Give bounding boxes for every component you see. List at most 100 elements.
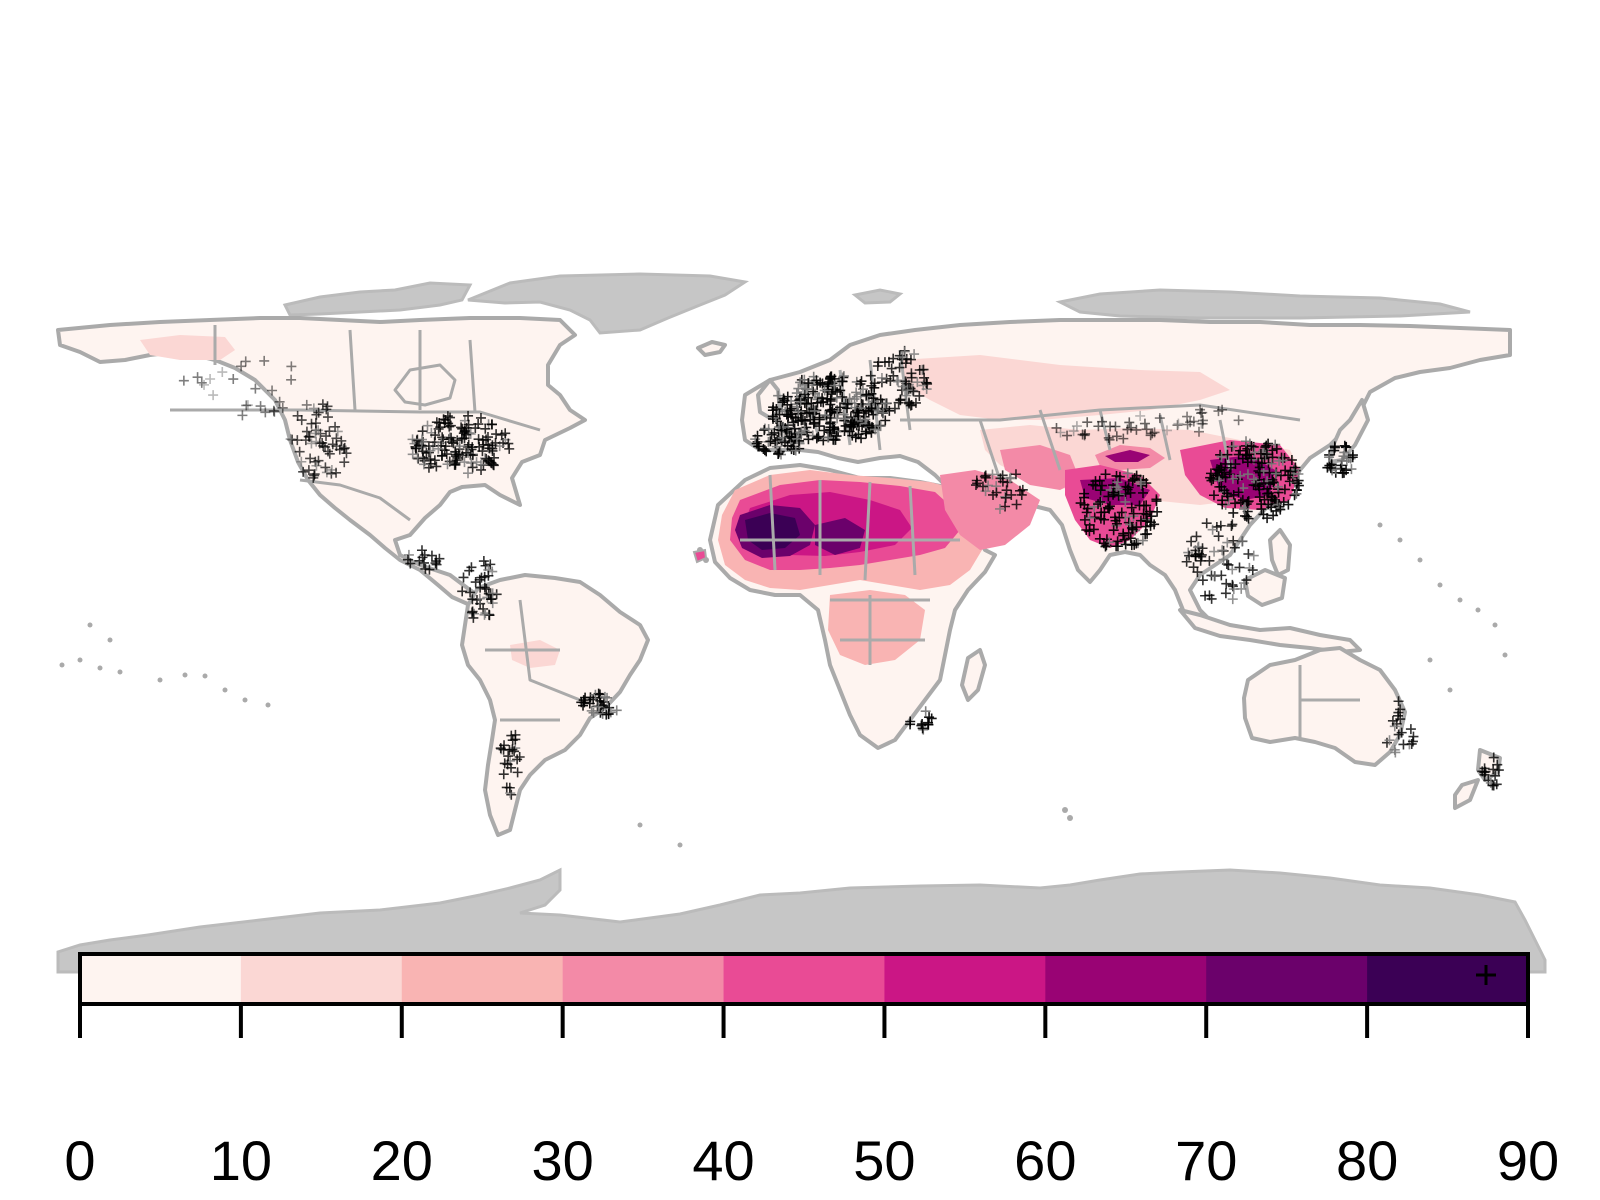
station-marker [845,419,856,430]
station-marker [1267,452,1278,463]
station-marker [1079,488,1090,499]
station-marker [301,399,312,410]
station-marker [277,402,288,413]
station-marker [855,378,866,389]
station-marker [1488,780,1499,791]
station-marker [1093,421,1104,432]
station-marker [889,403,900,414]
station-marker [1131,424,1142,435]
station-marker [1384,735,1395,746]
station-marker [305,453,316,464]
station-marker [1204,555,1215,566]
station-marker [842,398,853,409]
station-marker [1126,522,1137,533]
station-marker [320,462,331,473]
colorbar-tick-label: 40 [692,1129,754,1192]
station-marker [878,407,889,418]
colorbar-frame [78,952,1530,1006]
station-marker [856,433,867,444]
station-marker [205,373,216,384]
station-marker [880,398,891,409]
station-marker [1126,502,1137,513]
station-marker [507,744,518,755]
station-marker [844,426,855,437]
station-marker [803,378,814,389]
borneo [1243,568,1287,607]
station-marker [417,446,428,457]
station-marker [817,393,828,404]
station-marker [1259,494,1270,505]
station-marker [818,397,829,408]
station-marker [794,395,805,406]
station-marker [1123,482,1134,493]
station-marker [782,391,793,402]
station-marker [1286,455,1297,466]
station-marker [791,388,802,399]
station-marker [1258,509,1269,520]
colorbar-bin-0-10 [80,954,242,1004]
station-marker [471,457,482,468]
station-marker [228,374,239,385]
station-marker [412,452,423,463]
station-marker [491,429,502,440]
station-marker [1242,457,1253,468]
station-marker [1141,478,1152,489]
station-marker [1212,470,1223,481]
station-marker [1271,443,1282,454]
iceland [696,340,727,357]
cape-verde [692,548,708,564]
station-marker [1081,524,1092,535]
station-marker [809,405,820,416]
station-marker [901,353,912,364]
station-marker [983,480,994,491]
station-marker [250,383,261,394]
station-marker [1237,536,1248,547]
station-marker [788,417,799,428]
station-marker [872,405,883,416]
station-marker [1293,469,1304,480]
station-marker [851,391,862,402]
station-marker [1011,499,1022,510]
station-marker [835,402,846,413]
station-marker [837,376,848,387]
station-marker [1004,473,1015,484]
station-marker [765,436,776,447]
station-marker [763,424,774,435]
station-marker [605,707,616,718]
station-marker [1253,479,1264,490]
station-marker [910,397,921,408]
station-marker [436,450,447,461]
station-marker [789,423,800,434]
station-marker [1381,737,1392,748]
south-america [460,573,650,837]
station-marker [894,362,905,373]
station-marker [912,377,923,388]
station-marker [1272,481,1283,492]
station-marker [1265,500,1276,511]
colorbar-tick-label: 50 [853,1129,915,1192]
colorbar-tick-label: 70 [1175,1129,1237,1192]
station-marker [1270,468,1281,479]
station-marker [241,400,252,411]
station-marker [1247,565,1258,576]
station-marker [435,422,446,433]
station-marker [888,370,899,381]
station-marker [1239,504,1250,515]
station-marker [1233,415,1244,426]
colorbar-tick-label: 20 [371,1129,433,1192]
station-marker [450,446,461,457]
station-marker [411,443,422,454]
station-marker [286,374,297,385]
station-marker [403,549,414,560]
station-marker [1131,470,1142,481]
station-marker [868,393,879,404]
station-marker [784,431,795,442]
station-marker [467,607,478,618]
station-marker [509,746,520,757]
station-marker [870,424,881,435]
station-marker [311,460,322,471]
arctic-islands [282,281,473,317]
station-marker [1120,496,1131,507]
station-marker [1010,469,1021,480]
station-marker [311,409,322,420]
